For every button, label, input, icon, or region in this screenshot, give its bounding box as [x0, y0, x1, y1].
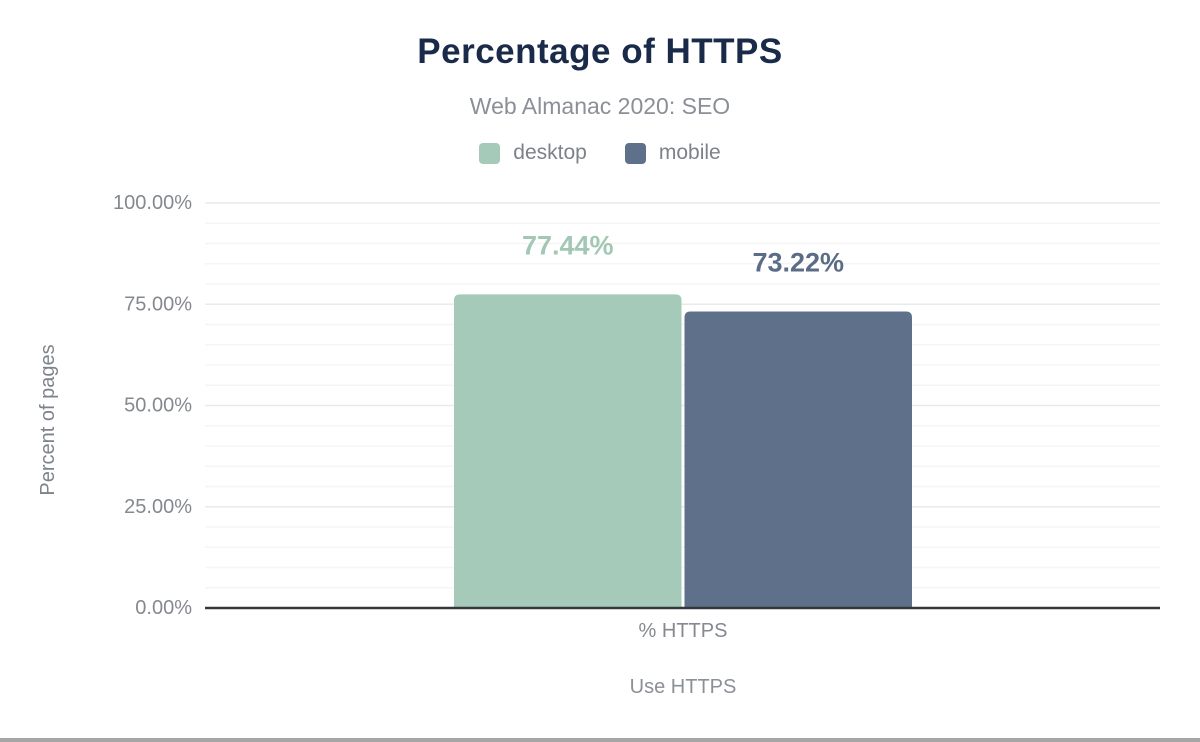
- chart-subtitle: Web Almanac 2020: SEO: [469, 93, 731, 119]
- legend-item-mobile[interactable]: mobile: [624, 141, 721, 165]
- bar-mobile[interactable]: [684, 311, 913, 608]
- y-axis-title: Percent of pages: [37, 344, 59, 495]
- legend-label-mobile: mobile: [658, 141, 721, 164]
- x-axis-title: Use HTTPS: [630, 676, 737, 698]
- y-tick-label: 50.00%: [124, 395, 192, 417]
- bar-value-label-desktop: 77.44%: [522, 230, 614, 260]
- legend-label-desktop: desktop: [513, 141, 587, 164]
- bottom-divider: [0, 738, 1200, 742]
- legend: desktop mobile: [0, 141, 1200, 165]
- chart-title: Percentage of HTTPS: [417, 32, 783, 71]
- y-tick-label: 100.00%: [113, 192, 192, 214]
- mobile-legend-swatch-icon: [624, 142, 646, 164]
- desktop-legend-swatch-icon: [479, 142, 501, 164]
- y-tick-label: 0.00%: [135, 597, 192, 619]
- legend-item-desktop[interactable]: desktop: [479, 141, 587, 165]
- y-tick-label: 75.00%: [124, 293, 192, 315]
- bar-value-label-mobile: 73.22%: [752, 247, 844, 277]
- x-tick-label: % HTTPS: [639, 620, 728, 642]
- bar-desktop[interactable]: [454, 294, 682, 608]
- y-tick-label: 25.00%: [124, 496, 192, 518]
